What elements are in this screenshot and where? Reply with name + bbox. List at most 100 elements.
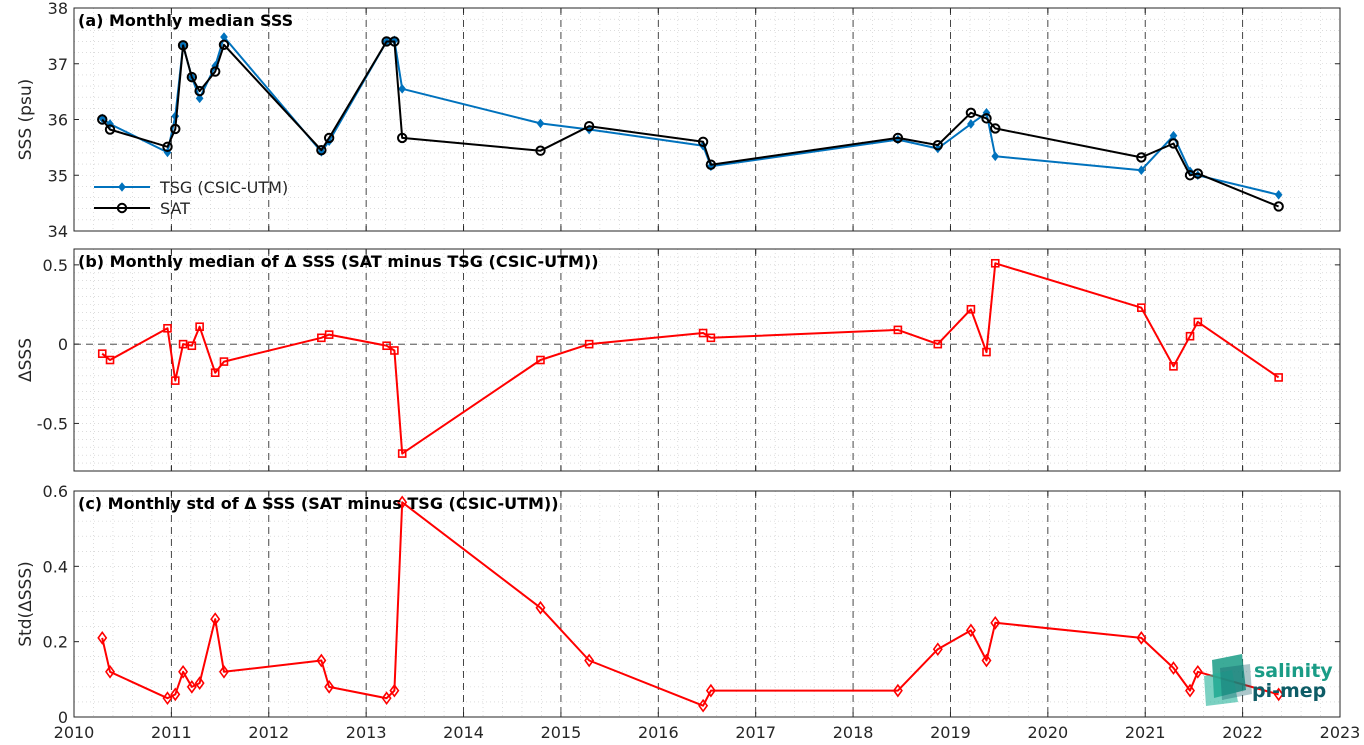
data-point xyxy=(177,40,189,51)
data-point xyxy=(893,325,903,335)
data-point xyxy=(186,680,197,694)
data-point xyxy=(186,71,198,83)
data-point xyxy=(104,124,116,135)
data-point xyxy=(1185,331,1195,341)
data-point xyxy=(1136,152,1147,163)
series-line xyxy=(101,501,1279,707)
x-tick-label: 2010 xyxy=(54,723,95,742)
data-point xyxy=(706,333,716,343)
data-point xyxy=(965,107,977,119)
y-tick-label: 0.5 xyxy=(43,256,68,275)
y-axis-label: Std(ΔSSS) xyxy=(16,561,36,647)
data-point xyxy=(933,339,943,349)
data-point xyxy=(170,376,180,385)
data-point xyxy=(584,339,594,349)
data-point xyxy=(536,355,545,365)
data-point xyxy=(1273,201,1284,212)
data-point xyxy=(705,159,717,170)
y-axis-label: ΔSSS xyxy=(16,338,36,382)
data-point xyxy=(1185,683,1196,698)
data-point xyxy=(178,664,189,679)
data-point xyxy=(892,683,903,698)
data-point xyxy=(1136,631,1147,645)
data-point xyxy=(535,600,546,615)
data-point xyxy=(219,357,229,366)
data-point xyxy=(1169,362,1178,371)
y-tick-label: 35 xyxy=(48,166,68,185)
y-tick-label: 0 xyxy=(58,335,68,354)
data-point xyxy=(1273,687,1284,702)
data-point xyxy=(1137,165,1146,176)
data-point xyxy=(389,683,400,698)
x-tick-label: 2012 xyxy=(248,723,289,742)
data-point xyxy=(990,123,1001,134)
panel-title: (a) Monthly median SSS xyxy=(78,11,293,30)
data-point xyxy=(697,136,709,148)
data-point xyxy=(97,349,107,358)
y-tick-label: -0.5 xyxy=(37,414,68,433)
y-tick-label: 38 xyxy=(48,0,68,18)
data-point xyxy=(1192,664,1203,679)
data-point xyxy=(195,322,204,332)
legend-marker xyxy=(118,182,126,192)
x-tick-label: 2020 xyxy=(1027,723,1068,742)
data-point xyxy=(705,683,716,698)
data-point xyxy=(195,93,204,104)
data-point xyxy=(324,330,334,339)
panel-title: (b) Monthly median of Δ SSS (SAT minus T… xyxy=(78,252,599,271)
data-point xyxy=(1192,168,1204,179)
x-tick-label: 2022 xyxy=(1222,723,1263,742)
axes-box xyxy=(73,248,1341,472)
data-point xyxy=(323,132,335,144)
data-point xyxy=(1168,661,1179,675)
panel-b-median-delta-sss: -0.5 0 0.5 ΔSSS (b) Monthly median of Δ SSS … xyxy=(16,248,1341,472)
y-tick-label: 34 xyxy=(48,222,68,241)
data-point xyxy=(1137,303,1146,312)
data-point xyxy=(162,691,173,706)
x-tick-label: 2015 xyxy=(541,723,582,742)
panel-c-std-delta-sss: 2010 2011 2012 2013 2014 2015 2016 2017 2018 2019… xyxy=(16,482,1360,742)
grid xyxy=(73,490,1341,718)
data-point xyxy=(218,664,229,679)
y-tick-label: 36 xyxy=(48,111,68,130)
data-point xyxy=(583,120,595,132)
data-point xyxy=(210,612,221,626)
x-tick-label: 2011 xyxy=(151,723,192,742)
data-point xyxy=(178,339,188,349)
data-point xyxy=(105,664,116,679)
data-point xyxy=(990,258,1000,268)
data-point xyxy=(382,341,391,351)
data-point xyxy=(105,355,115,365)
data-point xyxy=(991,151,1000,162)
panel-title: (c) Monthly std of Δ SSS (SAT minus TSG … xyxy=(78,494,559,513)
data-point xyxy=(396,132,408,144)
data-point xyxy=(170,687,181,702)
legend: TSG (CSIC-UTM) SAT xyxy=(94,178,288,218)
data-point xyxy=(390,346,399,355)
data-point xyxy=(210,368,220,377)
data-point xyxy=(535,145,546,156)
data-point xyxy=(163,323,172,333)
data-point xyxy=(892,132,904,144)
series-line xyxy=(101,40,1279,208)
axes-box xyxy=(73,490,1341,718)
series-1 xyxy=(97,36,1284,212)
logo-mark-icon xyxy=(1204,654,1252,706)
panel-a-median-sss: 34 35 36 37 38 SSS (psu) (a) Monthly median SS… xyxy=(16,0,1341,241)
data-point xyxy=(1274,373,1283,382)
legend-label: SAT xyxy=(160,199,190,218)
x-tick-label: 2013 xyxy=(346,723,387,742)
data-point xyxy=(967,119,975,129)
y-tick-label: 0.4 xyxy=(43,557,68,576)
data-point xyxy=(194,85,205,97)
x-tick-label: 2014 xyxy=(443,723,484,742)
y-tick-label: 0.2 xyxy=(43,633,68,652)
series-0 xyxy=(97,258,1283,458)
data-point xyxy=(162,141,173,153)
data-point xyxy=(536,118,545,129)
legend-label: TSG (CSIC-UTM) xyxy=(159,178,288,197)
data-point xyxy=(1168,138,1179,149)
data-point xyxy=(1274,189,1283,200)
data-point xyxy=(397,495,408,510)
